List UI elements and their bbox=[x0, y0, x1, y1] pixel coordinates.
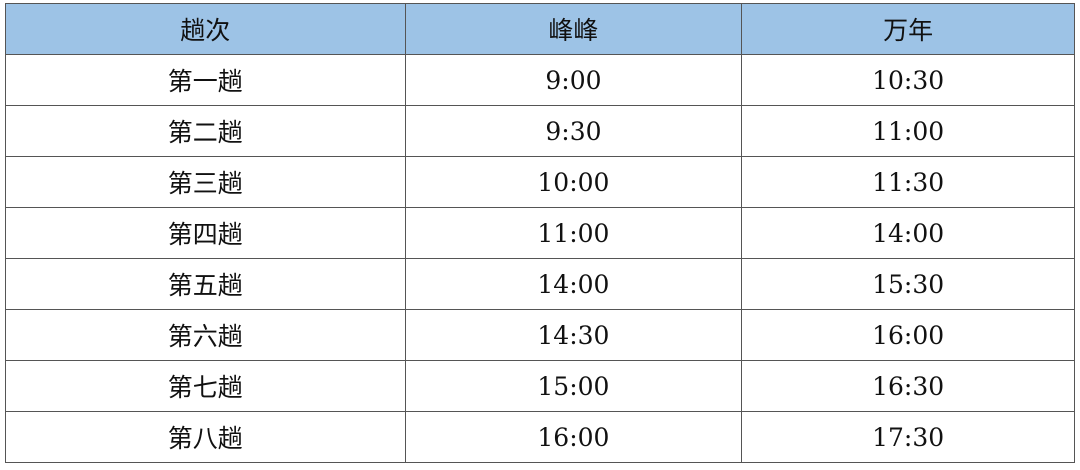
fengfeng-time-cell: 10:00 bbox=[404, 156, 743, 208]
trip-cell: 第二趟 bbox=[5, 105, 406, 157]
trip-cell: 第八趟 bbox=[5, 411, 406, 463]
table-row: 第四趟 11:00 14:00 bbox=[5, 207, 1075, 259]
trip-cell: 第五趟 bbox=[5, 258, 406, 310]
wannian-time-cell: 11:30 bbox=[741, 156, 1075, 208]
table-row: 第二趟 9:30 11:00 bbox=[5, 105, 1075, 157]
header-trip: 趟次 bbox=[5, 3, 406, 55]
wannian-time-cell: 16:00 bbox=[741, 309, 1075, 361]
fengfeng-time-cell: 14:00 bbox=[404, 258, 743, 310]
wannian-time-cell: 14:00 bbox=[741, 207, 1075, 259]
table-row: 第七趟 15:00 16:30 bbox=[5, 360, 1075, 412]
fengfeng-time-cell: 14:30 bbox=[404, 309, 743, 361]
table-row: 第三趟 10:00 11:30 bbox=[5, 156, 1075, 208]
table-row: 第六趟 14:30 16:00 bbox=[5, 309, 1075, 361]
table-row: 第五趟 14:00 15:30 bbox=[5, 258, 1075, 310]
header-row: 趟次 峰峰 万年 bbox=[5, 3, 1075, 55]
trip-cell: 第六趟 bbox=[5, 309, 406, 361]
table-row: 第一趟 9:00 10:30 bbox=[5, 54, 1075, 106]
fengfeng-time-cell: 9:00 bbox=[404, 54, 743, 106]
trip-cell: 第四趟 bbox=[5, 207, 406, 259]
header-fengfeng: 峰峰 bbox=[404, 3, 743, 55]
wannian-time-cell: 11:00 bbox=[741, 105, 1075, 157]
trip-cell: 第三趟 bbox=[5, 156, 406, 208]
trip-cell: 第一趟 bbox=[5, 54, 406, 106]
wannian-time-cell: 10:30 bbox=[741, 54, 1075, 106]
wannian-time-cell: 17:30 bbox=[741, 411, 1075, 463]
schedule-table: 趟次 峰峰 万年 第一趟 9:00 10:30 第二趟 9:30 11:00 第三趟 10:0… bbox=[5, 3, 1075, 463]
wannian-time-cell: 15:30 bbox=[741, 258, 1075, 310]
header-wannian: 万年 bbox=[741, 3, 1075, 55]
fengfeng-time-cell: 16:00 bbox=[404, 411, 743, 463]
fengfeng-time-cell: 9:30 bbox=[404, 105, 743, 157]
fengfeng-time-cell: 11:00 bbox=[404, 207, 743, 259]
table-row: 第八趟 16:00 17:30 bbox=[5, 411, 1075, 463]
fengfeng-time-cell: 15:00 bbox=[404, 360, 743, 412]
wannian-time-cell: 16:30 bbox=[741, 360, 1075, 412]
trip-cell: 第七趟 bbox=[5, 360, 406, 412]
